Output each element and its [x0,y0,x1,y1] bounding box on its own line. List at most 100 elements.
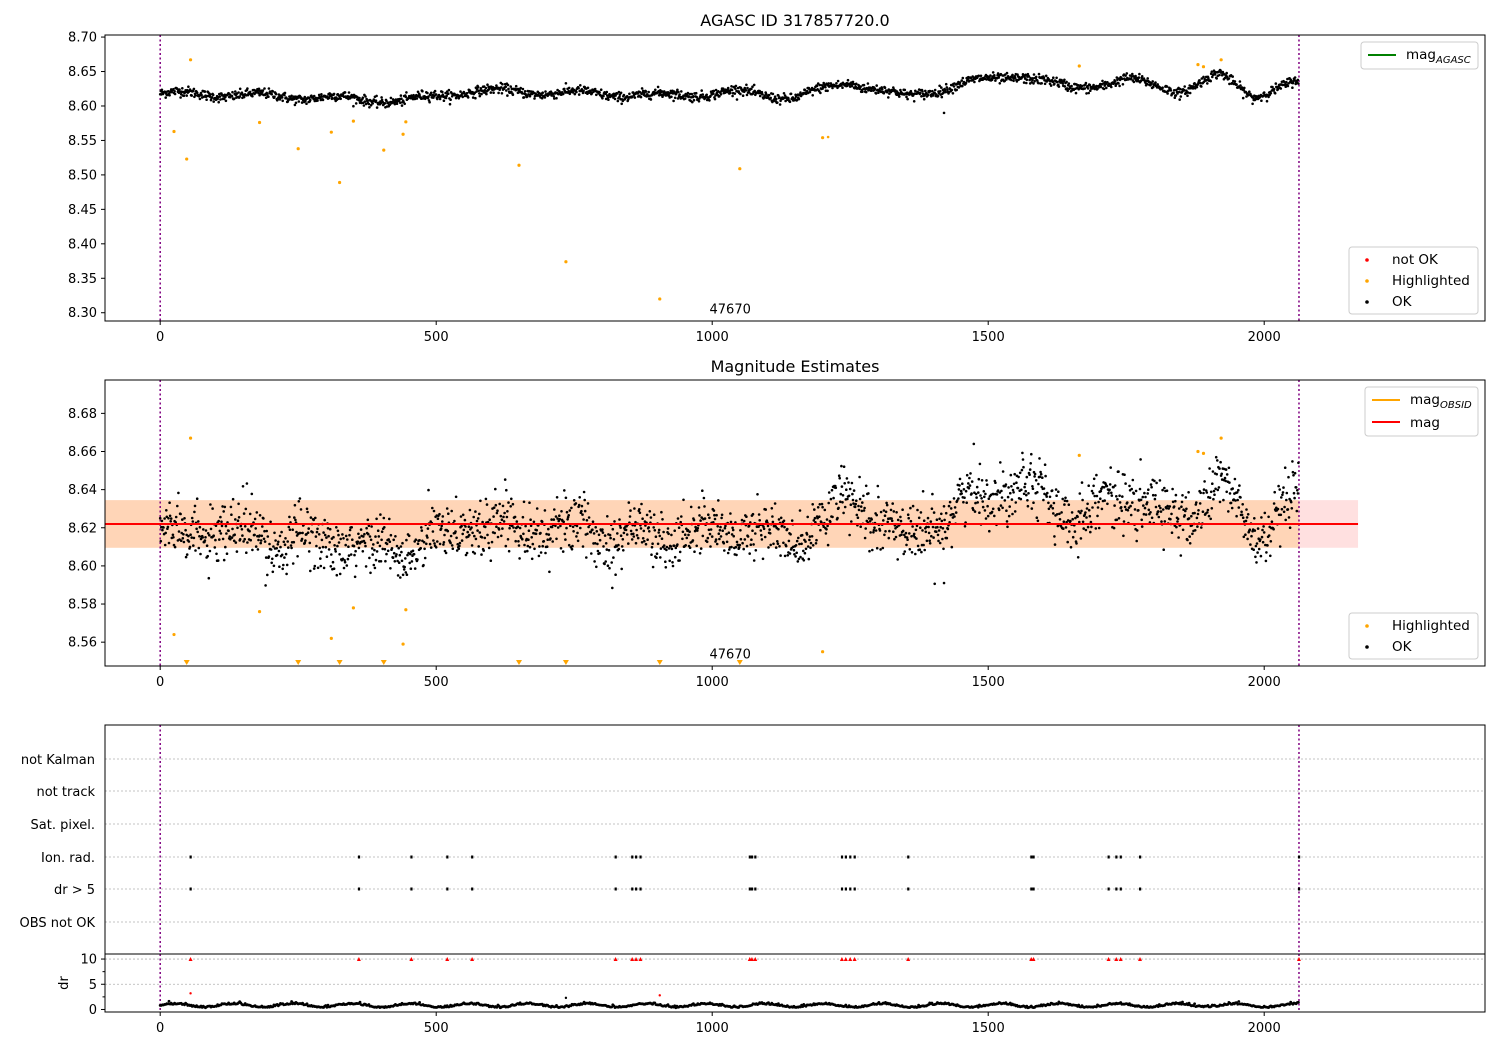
ok-point [504,544,508,548]
ok-point [848,487,852,491]
ok-point [826,89,829,93]
ok-point [423,547,426,551]
agasc-highlighted-points [172,58,1223,301]
ok-point [1035,516,1039,519]
ok-point [958,81,962,84]
ok-point [209,503,212,506]
ok-point [1020,488,1023,492]
ok-point [272,545,275,548]
ok-point [1084,81,1088,85]
highlighted-point [185,157,189,161]
ok-point [1253,517,1256,520]
ok-point [542,540,546,543]
ok-point [234,90,237,93]
ok-point [474,96,477,100]
ok-point [173,90,176,93]
ok-point [426,91,429,95]
ok-point [636,536,640,540]
ok-point [332,92,336,96]
ok-point [1151,85,1155,89]
ok-point [473,552,477,555]
ok-point [565,510,569,514]
ok-point [735,540,739,544]
flag-marker [1115,855,1118,859]
ok-point [914,528,918,532]
ok-point [945,86,949,89]
ok-point [1183,514,1186,517]
x-tick-label: 1000 [696,675,729,690]
ok-point [652,513,656,516]
ok-point [1117,82,1120,85]
ok-point [685,536,689,540]
ok-point [1031,485,1034,488]
ok-point [496,535,500,539]
ok-point [903,550,907,553]
ok-point [179,96,182,99]
ok-point [395,102,399,105]
ok-point [1080,509,1083,513]
flag-marker [631,887,634,891]
ok-point [1180,500,1184,504]
ok-point [702,496,706,500]
ok-point [561,550,565,553]
ok-point [1036,519,1040,523]
highlighted-point [188,436,193,440]
ok-point [853,505,857,509]
ok-point [270,92,274,96]
ok-point [182,94,186,98]
ok-point [597,533,601,537]
ok-point [642,529,646,533]
ok-point [968,476,971,480]
x-tick-label: 1500 [972,675,1005,690]
ok-point [662,530,665,534]
ok-point [1197,509,1200,512]
ok-point [433,89,437,93]
dr-point [325,1005,329,1009]
ok-point [713,97,717,101]
ok-point [419,546,423,550]
flag-marker [614,887,617,891]
ok-point [703,505,706,508]
flag-marker [446,887,449,891]
ok-point [814,521,817,524]
ok-point [768,528,771,531]
ok-point [572,530,575,533]
ok-point [567,514,570,517]
ok-point [190,536,193,539]
ok-point [567,543,571,547]
ok-point [595,93,598,97]
x-tick-label: 2000 [1248,330,1281,345]
ok-point [778,545,781,548]
ok-point [610,561,613,564]
ok-point [1162,548,1165,551]
ok-point [418,539,421,542]
ok-point [374,99,378,102]
ok-point [823,83,827,87]
flag-marker [1297,887,1301,891]
ok-point [1225,75,1229,79]
ok-point [950,88,954,92]
ok-point [550,518,553,521]
ok-point [607,548,611,552]
y-tick-label: 8.35 [68,272,97,287]
ok-point [501,504,505,508]
ok-point [266,535,270,538]
ok-point [421,89,424,93]
dr-points [158,999,1300,1010]
ok-point [261,89,265,92]
ok-point [1242,88,1246,92]
ok-point [620,102,623,106]
ok-point [201,536,204,539]
ok-point [1237,488,1240,492]
ok-point [322,566,326,570]
ok-point [855,513,859,517]
ok-point [1025,81,1028,85]
ok-point [1108,488,1111,492]
ok-point [570,506,573,510]
ok-point [714,538,718,541]
ok-point [727,531,731,534]
ok-point [396,559,399,563]
ok-point [380,530,384,533]
ok-point [796,560,800,563]
ok-point [978,462,982,466]
